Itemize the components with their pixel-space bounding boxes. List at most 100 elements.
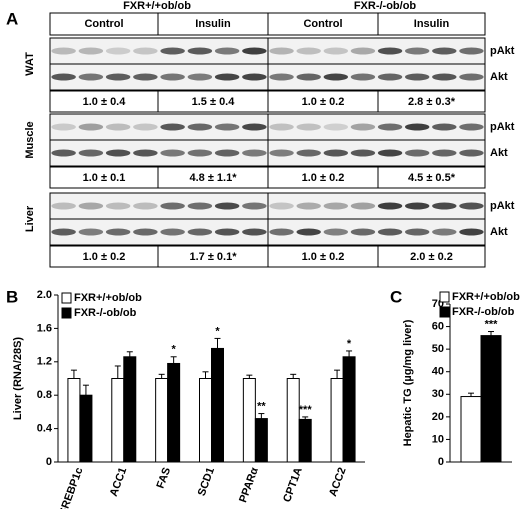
blot-band (51, 123, 76, 131)
bar (330, 378, 344, 463)
condition-label: Control (303, 18, 342, 30)
y-tick-label: 30 (432, 388, 444, 400)
blot-band (214, 202, 240, 210)
quant-value: 2.8 ± 0.3* (408, 96, 456, 108)
blot-band (459, 149, 484, 157)
bar (199, 378, 212, 463)
blot-band (432, 123, 457, 131)
blot-band (404, 202, 430, 210)
bar (155, 378, 169, 463)
blot-band (242, 149, 267, 157)
blot-band (404, 47, 430, 55)
blot-band (432, 73, 457, 81)
blot-band (377, 149, 403, 157)
blot-band (432, 47, 457, 55)
blot-band (377, 73, 403, 81)
blot-band (51, 47, 76, 55)
bar (167, 362, 181, 463)
blot-band (160, 149, 185, 157)
quant-value: 2.0 ± 0.2 (410, 251, 453, 263)
x-tick-label: SCD1 (196, 466, 217, 498)
band-label: pAkt (490, 200, 515, 212)
blot-band (242, 73, 267, 81)
significance: *** (299, 404, 313, 416)
bar (342, 356, 356, 463)
blot-band (51, 202, 76, 210)
blot-band (323, 149, 349, 157)
blot-band (432, 228, 457, 236)
legend-label: FXR+/+ob/ob (74, 292, 142, 304)
x-tick-label: ACC2 (327, 466, 349, 498)
panel-label: C (390, 287, 402, 306)
bar (123, 356, 137, 463)
blot-band (323, 123, 349, 131)
blot-band (105, 123, 131, 131)
group-label: FXR-/-ob/ob (354, 0, 417, 12)
significance: * (172, 344, 177, 356)
blot-band (269, 228, 294, 236)
x-tick-label: FAS (155, 466, 174, 490)
blot-band (133, 228, 158, 236)
y-axis-label: Hepatic TG (µg/mg liver) (402, 319, 414, 446)
quant-value: 4.5 ± 0.5* (408, 172, 456, 184)
blot-band (323, 47, 349, 55)
blot-band (404, 149, 430, 157)
blot-band (350, 73, 376, 81)
bar (67, 378, 81, 463)
quant-value: 1.0 ± 0.2 (302, 172, 345, 184)
quant-value: 1.7 ± 0.1* (189, 251, 237, 263)
quant-value: 1.0 ± 0.2 (302, 251, 345, 263)
group-label: FXR+/+ob/ob (123, 0, 191, 12)
condition-label: Insulin (414, 18, 450, 30)
band-label: Akt (490, 71, 508, 83)
x-tick-label: PPARα (237, 466, 261, 505)
blot-band (350, 123, 376, 131)
blot-band (269, 123, 294, 131)
quant-value: 1.0 ± 0.4 (83, 96, 127, 108)
legend-label: FXR-/-ob/ob (452, 306, 515, 318)
y-tick-label: 40 (432, 366, 444, 378)
blot-band (133, 47, 158, 55)
blot-band (133, 73, 158, 81)
blot-band (187, 149, 213, 157)
blot-band (133, 123, 158, 131)
bar (111, 378, 125, 463)
blot-band (160, 202, 185, 210)
blot-band (133, 149, 158, 157)
tissue-label: WAT (24, 52, 36, 76)
blot-band (78, 149, 104, 157)
quant-value: 1.5 ± 0.4 (192, 96, 236, 108)
blot-band (78, 202, 104, 210)
blot-band (377, 202, 403, 210)
y-tick-label: 0 (46, 456, 52, 468)
blot-band (432, 149, 457, 157)
blot-band (459, 123, 484, 131)
condition-label: Control (84, 18, 123, 30)
blot-band (214, 149, 240, 157)
y-tick-label: 1.6 (37, 322, 52, 334)
band-label: Akt (490, 226, 508, 238)
blot-band (105, 202, 131, 210)
blot-band (350, 228, 376, 236)
band-label: pAkt (490, 45, 515, 57)
blot-band (160, 228, 185, 236)
x-tick-label: SREBP1c (57, 466, 85, 509)
legend-swatch (439, 306, 450, 318)
blot-band (404, 123, 430, 131)
blot-band (269, 73, 294, 81)
blot-band (404, 73, 430, 81)
significance: *** (485, 318, 499, 330)
blot-band (296, 202, 321, 210)
blot-band (377, 123, 403, 131)
blot-band (459, 228, 484, 236)
y-tick-label: 1.2 (37, 356, 52, 368)
legend-swatch (61, 307, 72, 319)
quant-value: 1.0 ± 0.1 (83, 172, 126, 184)
bar (242, 378, 256, 463)
blot-band (78, 228, 104, 236)
blot-band (296, 123, 321, 131)
blot-band (323, 73, 349, 81)
blot-band (187, 202, 213, 210)
blot-band (242, 202, 267, 210)
